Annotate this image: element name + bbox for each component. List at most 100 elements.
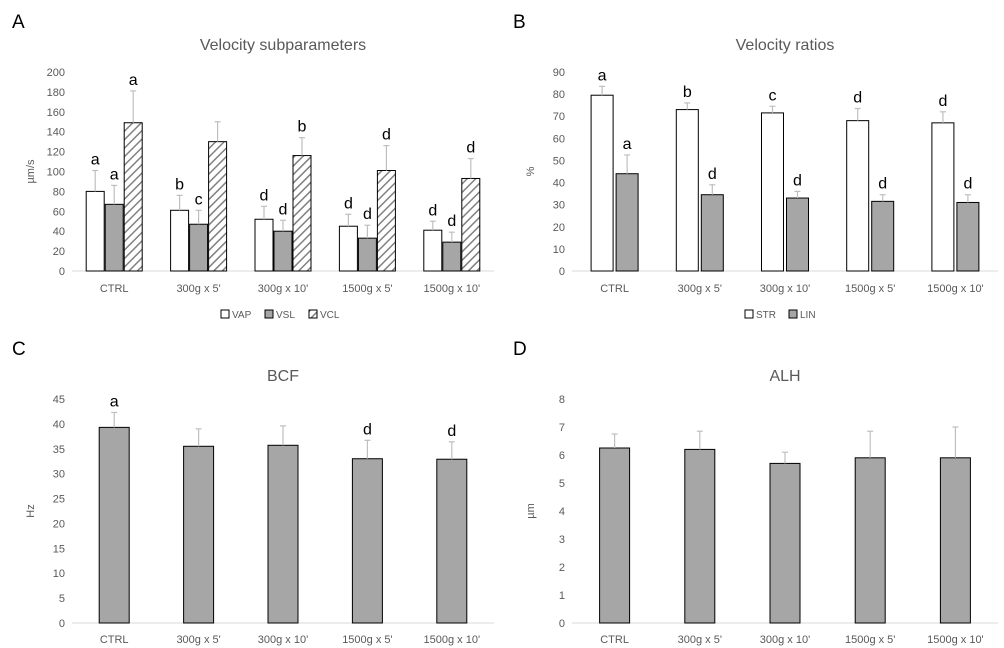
- chart-title: Velocity ratios: [736, 37, 835, 54]
- legend-swatch: [744, 309, 754, 319]
- panel-c: C BCF 0 5 10 15 20 25 30 35 40 45 Hz CTRL a 300g x 5' 30…: [12, 339, 494, 646]
- significance-label: c: [769, 87, 777, 104]
- significance-label: a: [110, 393, 119, 410]
- y-tick-label: 0: [559, 618, 565, 630]
- y-tick-label: 45: [53, 394, 65, 406]
- bar-vap: [338, 225, 358, 272]
- y-tick-label: 40: [553, 178, 565, 190]
- x-tick-label: 1500g x 10': [927, 283, 984, 295]
- significance-label: d: [447, 423, 456, 440]
- bar-vcl: [292, 155, 312, 272]
- y-tick-label: 90: [553, 67, 565, 79]
- bar-vsl: [104, 203, 124, 272]
- bar-vcl: [208, 141, 228, 272]
- x-tick-label: 300g x 5': [176, 283, 220, 295]
- bar-vsl: [442, 241, 462, 272]
- bar-lin: [956, 201, 980, 272]
- bar-vap: [170, 209, 190, 272]
- y-tick-label: 80: [553, 89, 565, 101]
- y-tick-label: 200: [47, 67, 65, 79]
- x-tick-label: 1500g x 10': [424, 283, 481, 295]
- significance-label: d: [260, 187, 269, 204]
- significance-label: a: [623, 136, 632, 153]
- x-tick-label: 300g x 5': [678, 283, 722, 295]
- y-tick-label: 30: [553, 200, 565, 212]
- y-axis-label: µm: [525, 503, 537, 519]
- x-tick-label: 1500g x 5': [845, 634, 895, 646]
- y-tick-label: 30: [53, 469, 65, 481]
- x-tick-label: 1500g x 5': [342, 634, 392, 646]
- y-tick-label: 40: [53, 226, 65, 238]
- bar: [436, 458, 468, 624]
- significance-label: d: [363, 421, 372, 438]
- bar-vsl: [357, 237, 377, 272]
- panel-label: C: [12, 339, 26, 360]
- x-tick-label: 300g x 10': [258, 634, 308, 646]
- y-tick-label: 60: [53, 206, 65, 218]
- significance-label: a: [91, 152, 100, 169]
- y-tick-label: 3: [559, 534, 565, 546]
- legend: STR LIN: [744, 309, 816, 321]
- y-axis-label: %: [525, 166, 537, 176]
- bar-vcl: [123, 122, 143, 272]
- bar-vcl: [376, 170, 396, 272]
- significance-label: b: [175, 176, 184, 193]
- legend-label: VCL: [320, 310, 340, 321]
- x-tick-label: 300g x 10': [760, 634, 810, 646]
- y-tick-label: 10: [53, 568, 65, 580]
- y-tick-label: 0: [59, 618, 65, 630]
- panel-d: D ALH 0 1 2 3 4 5 6 7 8 µm CTRL 300g x 5' 300g x 10' 15…: [513, 339, 998, 646]
- bar: [854, 457, 886, 624]
- y-tick-label: 25: [53, 494, 65, 506]
- significance-label: d: [938, 93, 947, 110]
- bar-lin: [786, 197, 809, 272]
- y-tick-label: 35: [53, 444, 65, 456]
- y-tick-label: 20: [53, 518, 65, 530]
- x-tick-label: 300g x 10': [760, 283, 810, 295]
- y-axis-label: µm/s: [25, 159, 37, 184]
- y-tick-label: 0: [559, 266, 565, 278]
- bar-str: [675, 109, 699, 272]
- y-tick-label: 4: [559, 506, 565, 518]
- chart-title: ALH: [769, 368, 800, 385]
- y-tick-label: 60: [553, 133, 565, 145]
- significance-label: b: [298, 119, 307, 136]
- x-tick-label: 1500g x 10': [424, 634, 481, 646]
- y-tick-label: 100: [47, 167, 65, 179]
- y-tick-label: 15: [53, 543, 65, 555]
- significance-label: b: [683, 84, 692, 101]
- bar: [351, 458, 383, 624]
- legend-swatch: [308, 309, 318, 319]
- significance-label: c: [195, 191, 203, 208]
- bar-str: [590, 94, 614, 272]
- x-tick-label: CTRL: [100, 634, 129, 646]
- x-tick-label: 1500g x 5': [845, 283, 895, 295]
- y-tick-label: 5: [59, 593, 65, 605]
- bar-vap: [423, 229, 443, 272]
- panel-b: B Velocity ratios 0 10 20 30 40 50 60 70 80 90% CTRL…: [513, 12, 998, 321]
- y-tick-label: 120: [47, 147, 65, 159]
- x-tick-label: 300g x 5': [176, 634, 220, 646]
- legend-label: STR: [756, 310, 776, 321]
- bar: [183, 445, 215, 624]
- legend-swatch: [264, 309, 274, 319]
- x-tick-label: 300g x 5': [678, 634, 722, 646]
- panel-label: D: [513, 339, 527, 360]
- bar: [599, 447, 631, 624]
- y-tick-label: 2: [559, 562, 565, 574]
- legend-swatch: [220, 309, 230, 319]
- y-tick-label: 20: [53, 246, 65, 258]
- y-tick-label: 1: [559, 590, 565, 602]
- y-tick-label: 10: [553, 244, 565, 256]
- x-tick-label: 300g x 10': [258, 283, 308, 295]
- y-tick-label: 5: [559, 478, 565, 490]
- panel-label: A: [12, 12, 25, 33]
- y-tick-label: 50: [553, 155, 565, 167]
- significance-label: d: [279, 201, 288, 218]
- bar-vsl: [189, 223, 209, 272]
- y-tick-label: 160: [47, 107, 65, 119]
- legend-label: VSL: [276, 310, 295, 321]
- panel-label: B: [513, 12, 526, 33]
- significance-label: d: [878, 176, 887, 193]
- legend: VAP VSL VCL: [220, 309, 340, 321]
